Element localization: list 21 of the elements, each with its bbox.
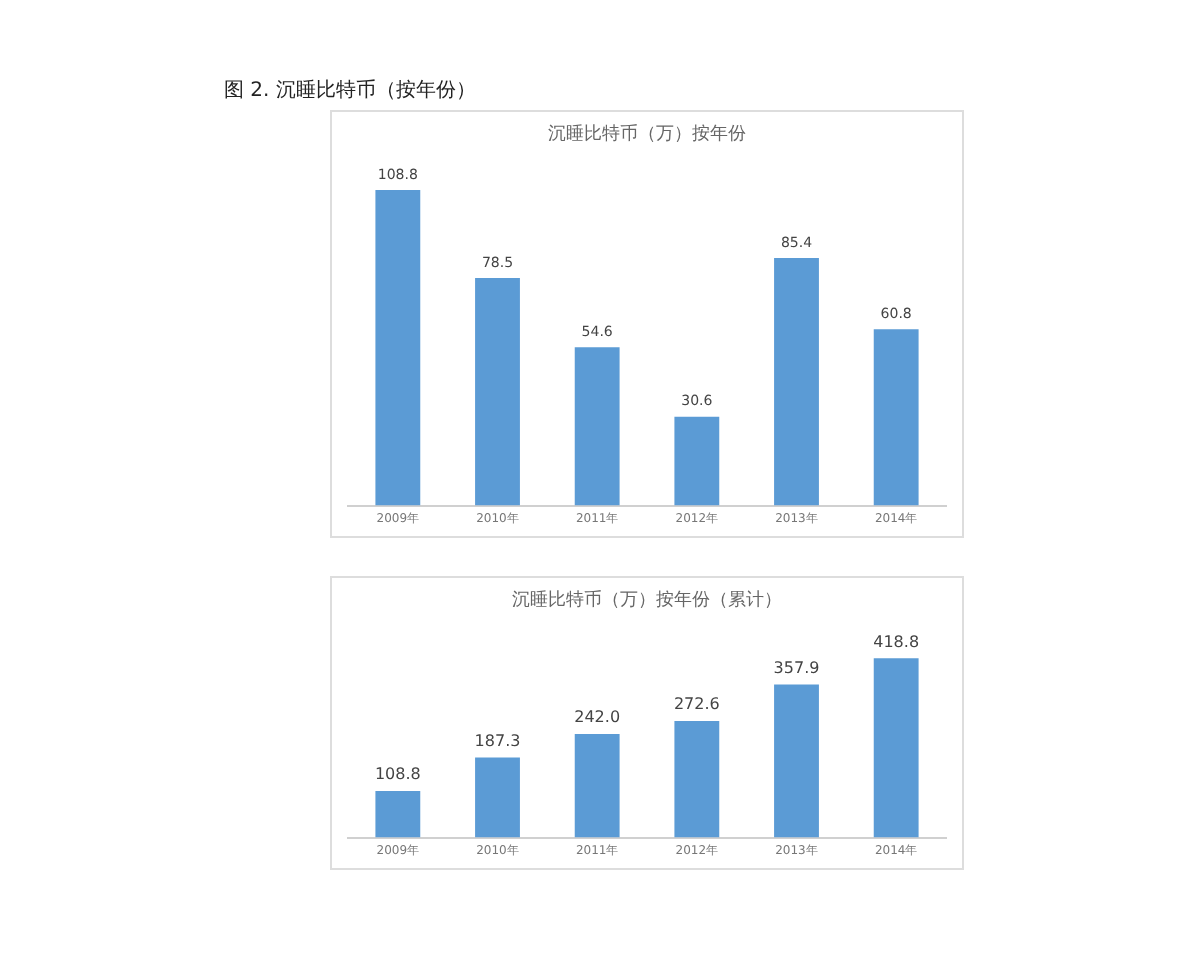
bar [574, 347, 620, 506]
data-label: 272.6 [673, 695, 720, 714]
caption: 图 2. 沉睡比特币（按年份） [224, 77, 476, 104]
chart-title: 沉睡比特币（万）按年份（累计） [512, 589, 782, 612]
bar [375, 791, 421, 838]
data-label: 242.0 [574, 708, 621, 727]
data-label: 187.3 [474, 731, 521, 750]
data-label: 418.8 [873, 632, 920, 651]
bar [674, 416, 720, 506]
bar [774, 684, 819, 838]
chart-title: 沉睡比特币（万）按年份 [548, 123, 746, 146]
data-label: 357.9 [773, 658, 820, 677]
bar [475, 757, 520, 838]
bar [574, 734, 620, 838]
bar [375, 190, 421, 506]
bar [674, 720, 720, 838]
bar [475, 277, 520, 506]
bar [873, 329, 919, 506]
data-label: 108.8 [374, 765, 421, 784]
bar [873, 658, 919, 838]
bar [774, 257, 819, 506]
